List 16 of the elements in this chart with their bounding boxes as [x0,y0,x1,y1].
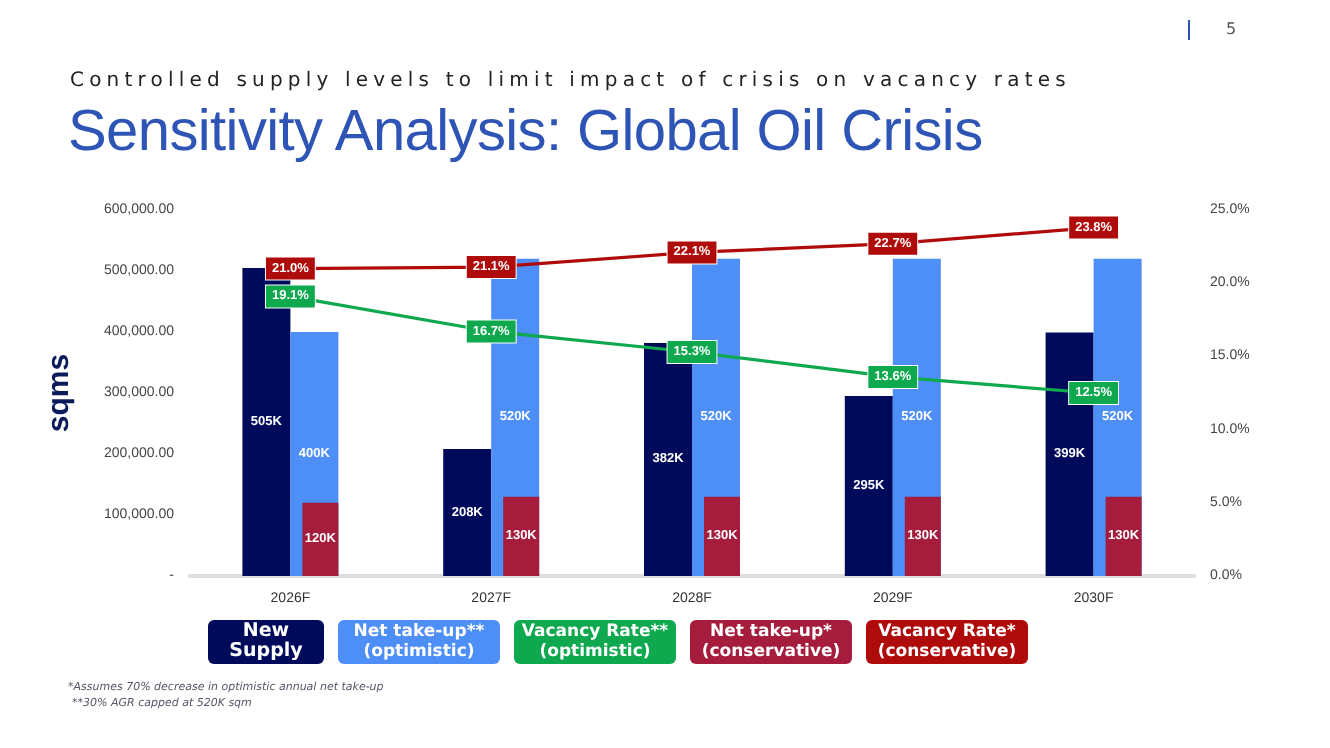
text: Vacancy Rate* (conservative) [868,622,1026,662]
bar [503,496,540,576]
text: New Supply [210,620,322,662]
text: 5 [1226,20,1237,38]
bar [443,449,492,576]
bar [302,502,339,576]
chart-title: Sensitivity Analysis: Global Oil Crisis [68,100,983,166]
chart-subtitle: Controlled supply levels to limit impact of crisis on vacancy rates [70,70,1071,92]
bar [704,496,740,576]
text: Vacancy Rate** (optimistic) [516,622,674,662]
text: Net take-up* (conservative) [692,622,850,662]
bar [1105,496,1142,576]
bar [904,496,941,576]
text: Net take-up** (optimistic) [340,622,498,662]
y-axis-title: sqms [42,353,76,433]
bar [844,396,893,576]
